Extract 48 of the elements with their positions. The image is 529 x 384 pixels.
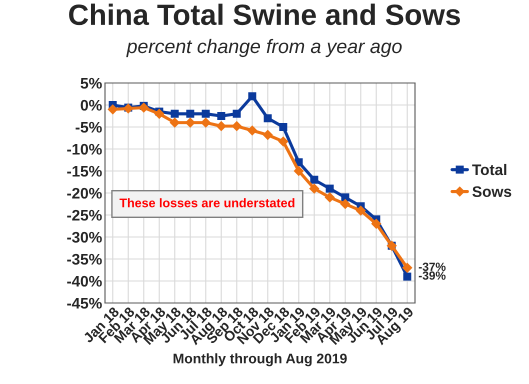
point (138, 102, 149, 113)
y-tick-label: 0% (80, 100, 102, 111)
point (232, 121, 242, 132)
point (278, 136, 288, 146)
y-tick-label: -20% (67, 188, 102, 199)
legend-label: Total (472, 164, 506, 176)
point (200, 118, 211, 128)
point (309, 184, 320, 194)
point (264, 114, 272, 122)
point (170, 118, 180, 128)
y-tick-label: -40% (67, 276, 102, 287)
point (294, 166, 304, 176)
point (216, 121, 226, 132)
point (402, 262, 412, 273)
point (340, 199, 350, 209)
point (356, 206, 366, 216)
annotation: -39% (418, 271, 446, 280)
y-tick-label: 5% (80, 78, 102, 89)
point (186, 110, 194, 118)
annotation: These losses are understated (120, 198, 294, 208)
y-tick-label: -5% (76, 122, 102, 133)
y-tick-label: -25% (67, 210, 102, 221)
y-tick-label: -10% (67, 144, 102, 155)
y-tick-label: -35% (67, 254, 102, 265)
annotation: -37% (418, 262, 446, 271)
point (403, 272, 412, 281)
chart-title: China Total Swine and Sows (69, 4, 460, 26)
y-tick-label: -30% (67, 232, 102, 243)
point (108, 104, 118, 114)
point (185, 118, 196, 128)
point (262, 130, 273, 140)
point (202, 110, 210, 118)
point (310, 176, 318, 184)
point (154, 108, 164, 119)
point (247, 126, 258, 136)
point (248, 92, 256, 100)
x-axis-title: Monthly through Aug 2019 (174, 353, 347, 366)
point (170, 110, 179, 118)
point (217, 112, 226, 120)
point (279, 123, 288, 131)
point (324, 192, 335, 202)
y-tick-label: -45% (67, 298, 102, 309)
y-tick-label: -15% (67, 166, 102, 177)
legend-label: Sows (472, 186, 512, 198)
point (326, 184, 334, 193)
point (232, 110, 241, 118)
point (371, 218, 382, 229)
chart-subtitle: percent change from a year ago (126, 38, 402, 58)
